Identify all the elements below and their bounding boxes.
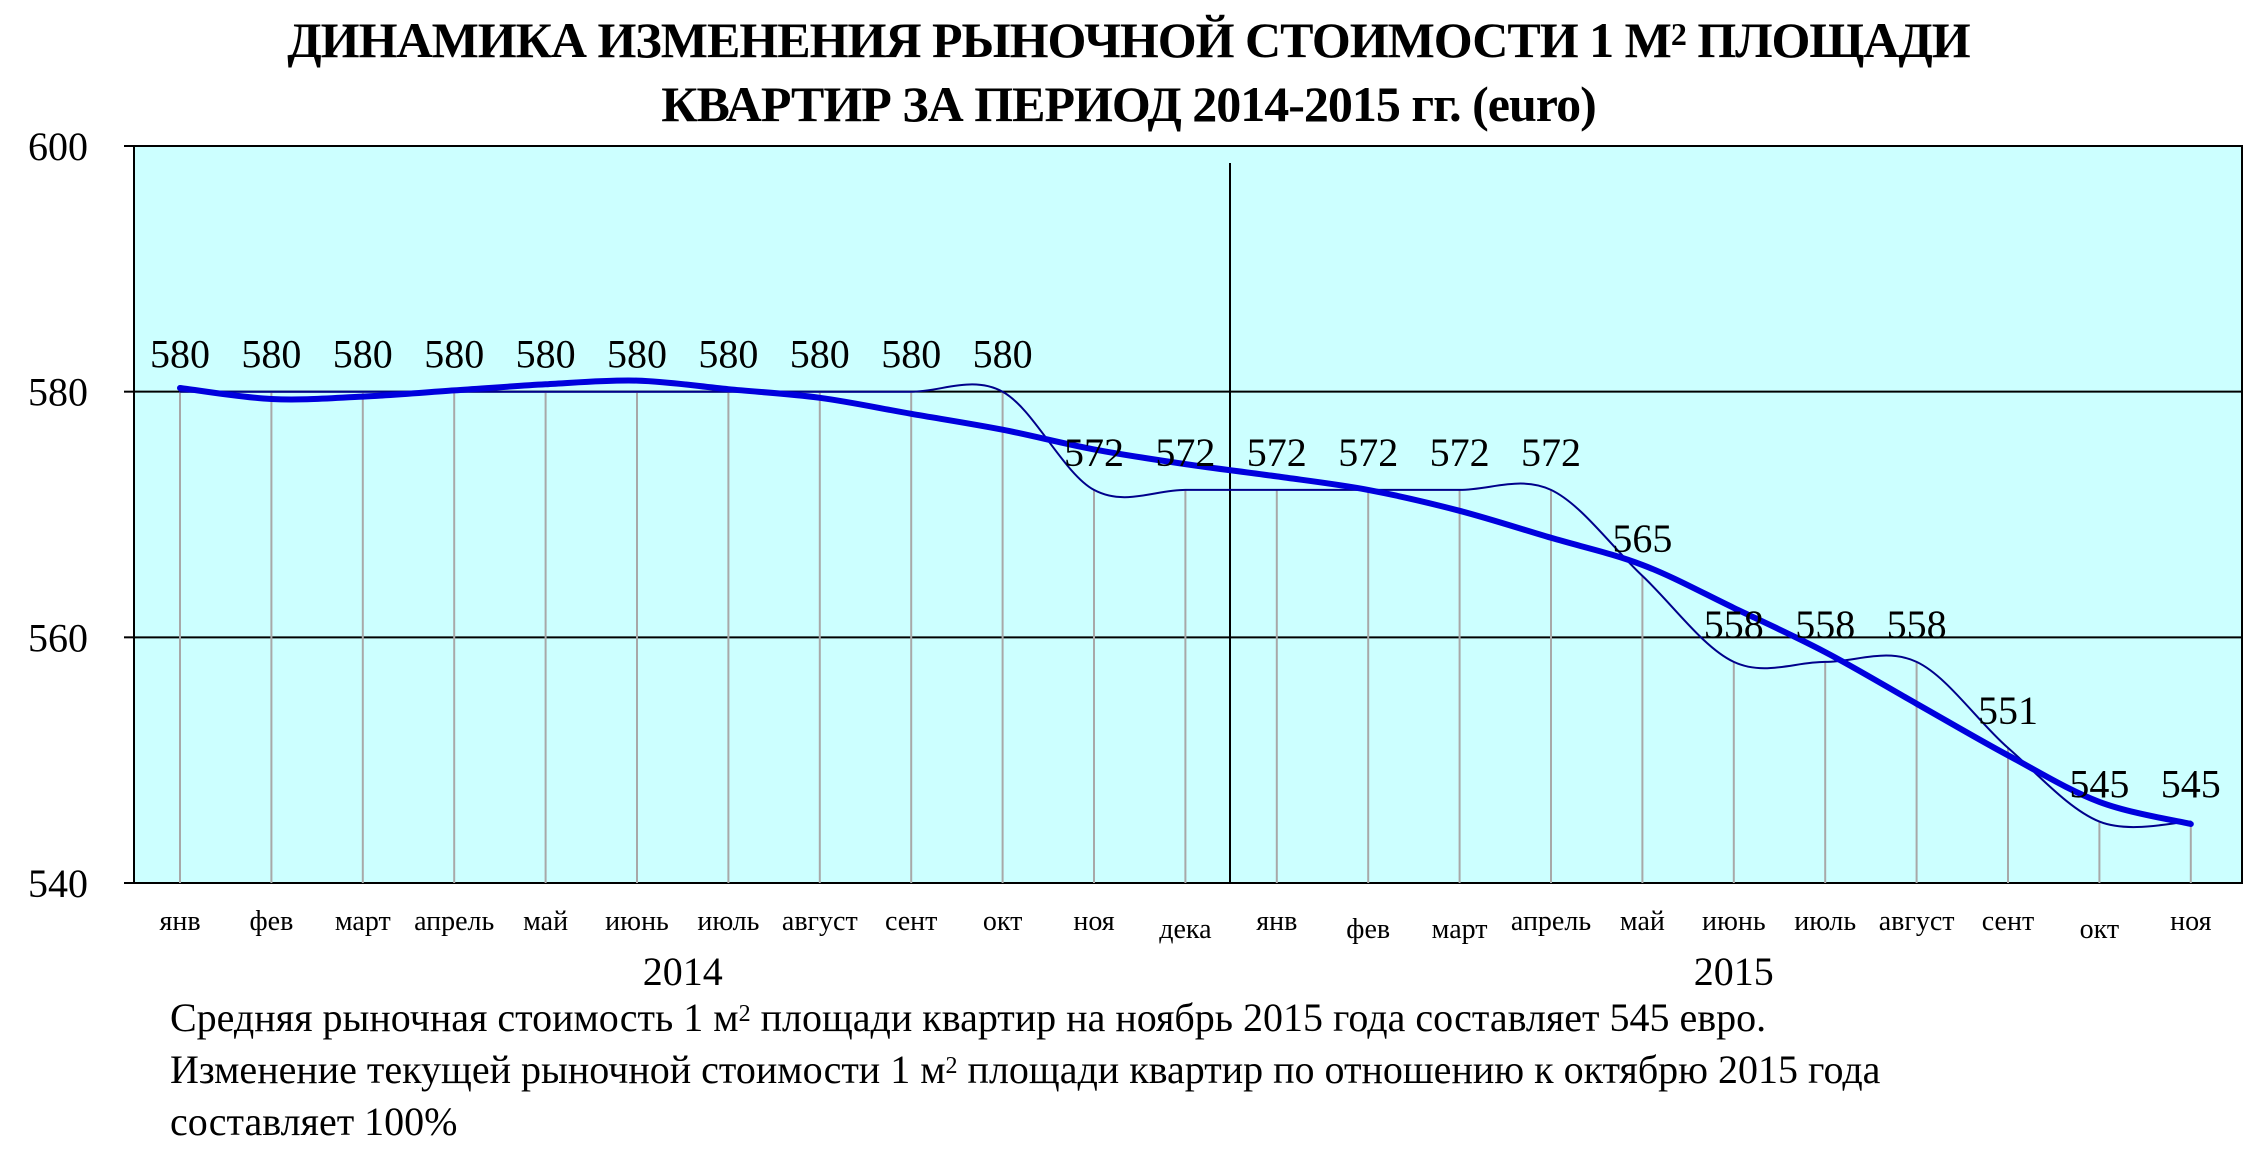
x-tick-label: апрель xyxy=(414,906,494,937)
data-label: 572 xyxy=(1247,430,1307,475)
x-tick-label: март xyxy=(335,906,391,937)
y-axis: 540 560 580 600 xyxy=(28,124,134,906)
y-tick-label: 600 xyxy=(28,124,88,169)
data-label: 580 xyxy=(424,332,484,377)
x-group-label: 2015 xyxy=(1694,949,1774,994)
footnote-line-1: Средняя рыночная стоимость 1 м2 площади … xyxy=(170,992,1880,1044)
x-tick-label: апрель xyxy=(1511,906,1591,937)
footnote-line-2-prefix: Изменение текущей рыночной стоимости 1 м xyxy=(170,1047,946,1092)
chart-title-line-2: КВАРТИР ЗА ПЕРИОД 2014-2015 гг. (euro) xyxy=(661,76,1597,132)
footnote-line-3: составляет 100% xyxy=(170,1099,458,1144)
x-tick-label: май xyxy=(523,906,568,937)
data-label: 572 xyxy=(1064,430,1124,475)
series-line-2 xyxy=(177,377,2194,827)
x-axis: янв фев март апрель май июнь июль август сент окт… xyxy=(159,906,2211,945)
x-tick-label: июнь xyxy=(605,906,669,937)
data-label: 580 xyxy=(241,332,301,377)
data-label: 580 xyxy=(698,332,758,377)
chart-title-line-1-prefix: ДИНАМИКА ИЗМЕНЕНИЯ РЫНОЧНОЙ СТОИМОСТИ 1 … xyxy=(287,12,1672,68)
x-tick-label: май xyxy=(1620,906,1665,937)
data-label: 545 xyxy=(2069,762,2129,807)
x-tick-label: март xyxy=(1432,914,1488,945)
y-tick-label: 560 xyxy=(28,615,88,660)
data-label: 572 xyxy=(1338,430,1398,475)
chart-title-superscript: 2 xyxy=(1670,16,1687,52)
x-tick-label: июль xyxy=(1794,906,1856,937)
plot-area xyxy=(133,145,2243,884)
data-label: 558 xyxy=(1887,602,1947,647)
data-label: 558 xyxy=(1795,602,1855,647)
y-tick-label: 540 xyxy=(28,861,88,906)
footnote-line-1-prefix: Средняя рыночная стоимость 1 м xyxy=(170,995,739,1040)
footnote: Средняя рыночная стоимость 1 м2 площади … xyxy=(170,992,1880,1148)
x-axis-year-labels: 2014 2015 xyxy=(643,949,1774,994)
series-lines xyxy=(177,377,2194,829)
data-label: 572 xyxy=(1521,430,1581,475)
x-tick-label: август xyxy=(1879,906,1955,937)
footnote-line-2: Изменение текущей рыночной стоимости 1 м… xyxy=(170,1044,1880,1096)
x-tick-label: ноя xyxy=(1073,906,1114,937)
x-tick-label: август xyxy=(782,906,858,937)
data-label: 551 xyxy=(1978,688,2038,733)
footnote-line-2-suffix: площади квартир по отношению к октябрю 2… xyxy=(957,1047,1881,1092)
data-label: 558 xyxy=(1704,602,1764,647)
x-tick-label: фев xyxy=(250,906,294,937)
data-label: 545 xyxy=(2161,762,2221,807)
footnote-line-1-suffix: площади квартир на ноябрь 2015 года сост… xyxy=(750,995,1767,1040)
series-line-1 xyxy=(179,383,2192,829)
chart-title-line-1-suffix: ПЛОЩАДИ xyxy=(1685,12,1970,68)
x-tick-label: сент xyxy=(1982,906,2034,937)
x-tick-label: окт xyxy=(2080,914,2119,945)
data-label: 580 xyxy=(790,332,850,377)
data-label: 580 xyxy=(607,332,667,377)
x-tick-label: июль xyxy=(697,906,759,937)
data-label: 580 xyxy=(973,332,1033,377)
drop-lines xyxy=(179,391,2192,883)
x-tick-label: дека xyxy=(1159,914,1212,945)
x-group-label: 2014 xyxy=(643,949,723,994)
x-tick-label: янв xyxy=(1256,906,1297,937)
data-label: 565 xyxy=(1612,516,1672,561)
x-tick-label: сент xyxy=(885,906,937,937)
data-label: 580 xyxy=(881,332,941,377)
data-label: 580 xyxy=(516,332,576,377)
data-label: 580 xyxy=(333,332,393,377)
x-tick-label: фев xyxy=(1346,914,1390,945)
y-tick-label: 580 xyxy=(28,370,88,415)
footnote-line-2-superscript: 2 xyxy=(945,1053,958,1079)
data-labels: 580 580 580 580 580 580 580 580 580 580 572 572 572 5… xyxy=(150,332,2221,807)
chart-title-line-1: ДИНАМИКА ИЗМЕНЕНИЯ РЫНОЧНОЙ СТОИМОСТИ 1 … xyxy=(0,8,2257,72)
chart-title: ДИНАМИКА ИЗМЕНЕНИЯ РЫНОЧНОЙ СТОИМОСТИ 1 … xyxy=(0,8,2257,136)
data-label: 572 xyxy=(1155,430,1215,475)
data-label: 572 xyxy=(1430,430,1490,475)
x-tick-label: янв xyxy=(159,906,200,937)
x-tick-label: ноя xyxy=(2170,906,2211,937)
x-tick-label: июнь xyxy=(1702,906,1766,937)
footnote-line-1-superscript: 2 xyxy=(738,1001,751,1027)
x-tick-label: окт xyxy=(983,906,1022,937)
data-label: 580 xyxy=(150,332,210,377)
